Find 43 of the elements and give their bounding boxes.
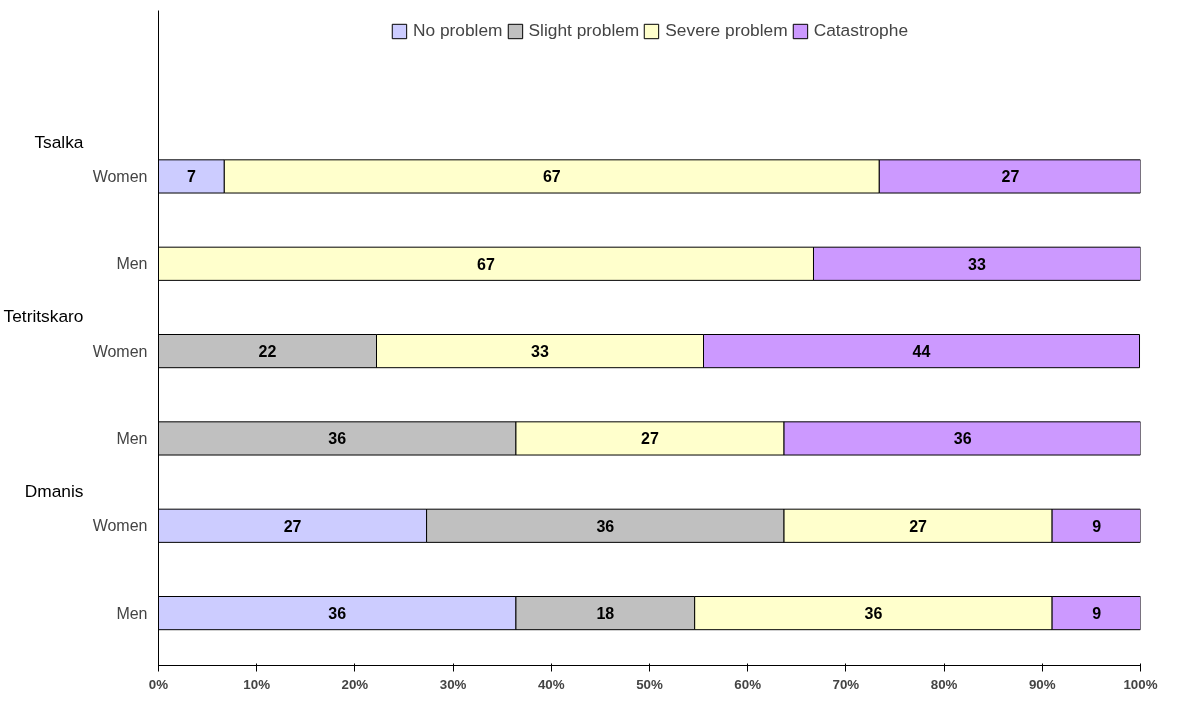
legend-label: Severe problem [665,20,788,41]
data-label: 27 [641,430,659,448]
data-label: 36 [596,517,615,535]
x-tick-label: 50% [636,676,663,692]
x-tick-label: 80% [930,676,958,692]
legend-label: Catastrophe [813,20,909,41]
x-tick-label: 40% [537,676,565,692]
x-tick-label: 60% [734,676,762,692]
data-label: 36 [864,605,883,623]
data-label: 33 [968,255,986,273]
y-tick-label: Women [92,517,148,535]
x-tick-label: 10% [243,676,271,692]
data-label: 18 [596,605,615,623]
data-label: 67 [477,255,495,273]
data-label: 7 [186,168,196,186]
x-tick-label: 90% [1028,676,1056,692]
y-tick-label: Men [116,604,148,622]
data-label: 36 [953,430,972,448]
x-tick-label: 30% [439,676,467,692]
x-tick-label: 100% [1123,676,1158,692]
data-label: 27 [909,517,928,535]
y-tick-label: Men [116,255,148,273]
data-label: 36 [328,605,347,623]
legend-label: Slight problem [528,20,640,41]
y-tick-label: Women [92,342,148,360]
data-label: 44 [912,343,931,361]
x-tick-label: 0% [148,676,169,692]
data-label: 27 [1001,168,1020,186]
data-label: 67 [542,168,561,186]
data-label: 33 [531,343,550,361]
text: Tsalka [34,131,84,152]
y-tick-label: Men [116,429,148,447]
data-label: 9 [1092,605,1102,623]
data-label: 27 [283,517,302,535]
text: Dmanis [24,480,84,501]
data-label: 22 [258,343,277,361]
legend-label: No problem [412,20,503,41]
text: Tetritskaro [3,306,84,327]
x-tick-label: 20% [341,676,369,692]
data-label: 9 [1092,517,1102,535]
y-tick-label: Women [92,167,148,185]
data-label: 36 [328,430,347,448]
x-tick-label: 70% [832,676,860,692]
